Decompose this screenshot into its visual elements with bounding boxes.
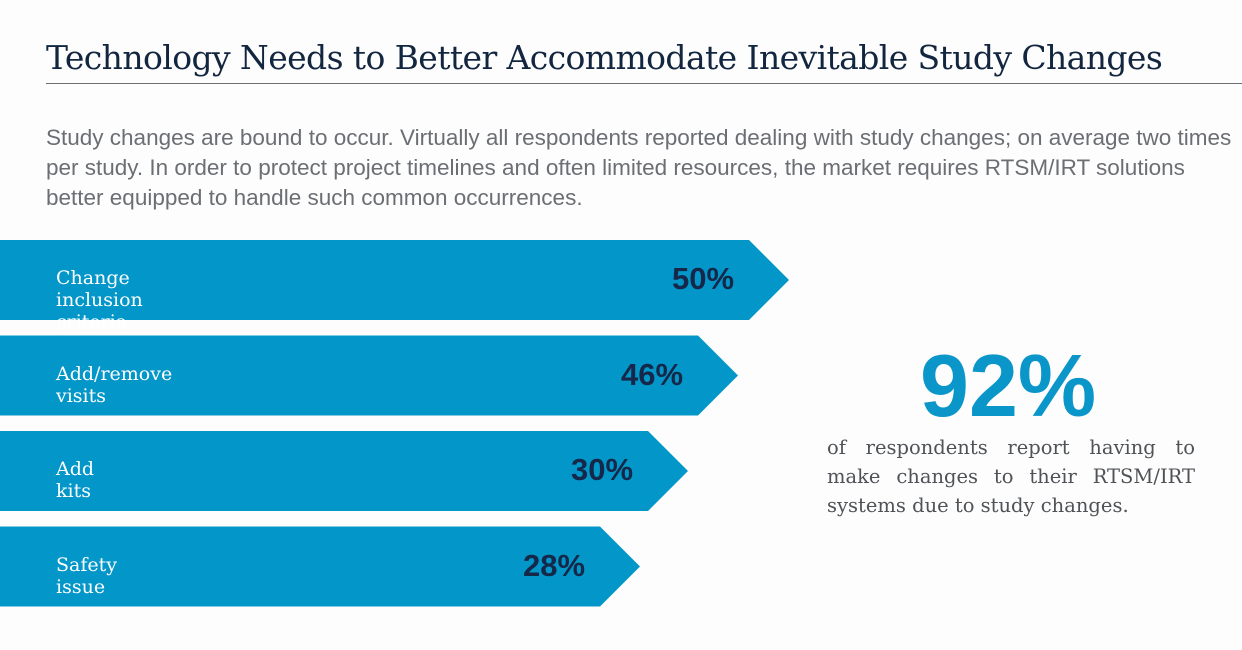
callout-value: 92%	[920, 336, 1097, 435]
title-divider	[46, 83, 1242, 84]
intro-paragraph: Study changes are bound to occur. Virtua…	[46, 125, 1232, 210]
bar-arrow	[0, 431, 688, 511]
bar-arrow	[0, 335, 738, 416]
bar-value-label: 46%	[621, 356, 684, 392]
bar-label: Change inclusion criteria	[56, 267, 143, 333]
bar-value-label: 28%	[523, 547, 586, 583]
bar-label: Safety issue	[56, 553, 117, 598]
bar-arrow	[0, 240, 789, 320]
page-title: Technology Needs to Better Accommodate I…	[46, 38, 1163, 77]
bar-value-label: 30%	[571, 452, 634, 487]
bar-label: Add kits	[56, 458, 95, 502]
bar-label: Add/remove visits	[56, 362, 173, 407]
bar-value-label: 50%	[672, 261, 735, 296]
callout-text: of respondents report having to make cha…	[827, 436, 1195, 517]
bar-arrow	[0, 526, 640, 607]
bar-chart-svg	[0, 240, 789, 607]
